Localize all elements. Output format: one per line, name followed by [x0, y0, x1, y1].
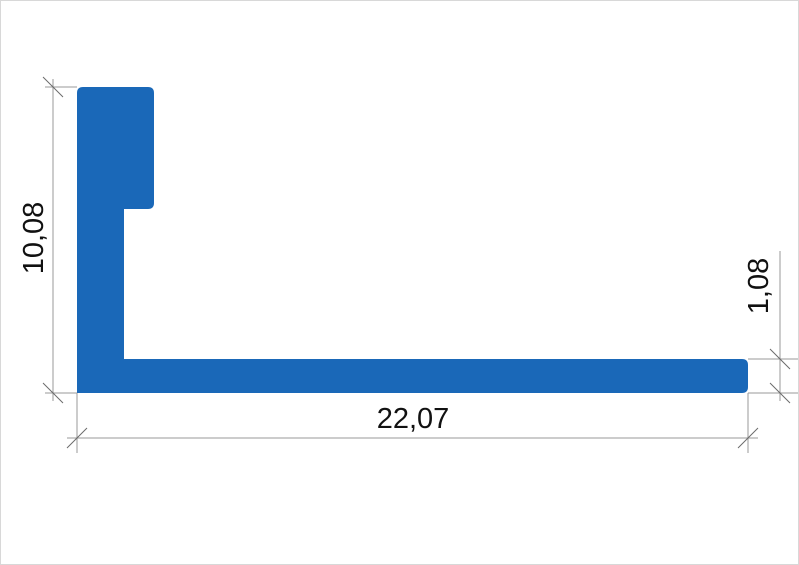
height-label: 10,08	[18, 202, 50, 275]
width-dimension: 22,07	[66, 393, 759, 453]
thickness-label: 1,08	[743, 258, 775, 314]
width-label: 22,07	[377, 403, 450, 435]
profile-shape	[77, 87, 748, 393]
thickness-dimension: 1,08	[743, 251, 798, 404]
height-dimension: 10,08	[18, 76, 77, 404]
